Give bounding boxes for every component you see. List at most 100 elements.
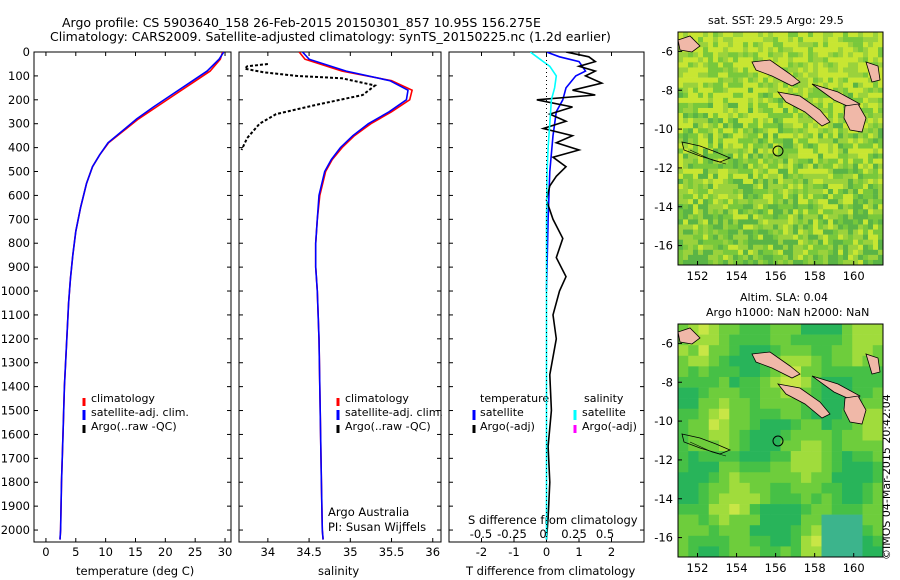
depth-tick-label: 300 <box>8 117 30 131</box>
sst-map-cell <box>733 138 739 144</box>
sst-map-cell <box>873 239 879 246</box>
sst-map-cell <box>713 113 719 119</box>
sla-map-cell <box>678 504 689 515</box>
sla-map-cell <box>708 345 720 357</box>
sst-map-cell <box>733 92 739 99</box>
sst-map-cell <box>828 148 834 154</box>
sst-map-cell <box>723 229 729 235</box>
sst-map-cell <box>698 113 704 119</box>
sst-map-cell <box>738 62 744 68</box>
sst-map-cell <box>798 133 804 139</box>
sla-map-cell <box>698 408 710 420</box>
sst-map-cell <box>758 153 764 159</box>
sst-map-cell <box>688 153 694 159</box>
difference-xtick-label: -2 <box>476 545 487 559</box>
sst-map-cell <box>813 189 819 195</box>
sst-map-cell <box>778 52 784 58</box>
sst-map-cell <box>738 118 744 124</box>
sst-map-cell <box>848 199 854 205</box>
sst-map-cell <box>848 194 854 200</box>
sst-map-cell <box>833 234 839 240</box>
sst-map-cell <box>718 42 724 48</box>
sst-map-cell <box>778 224 784 230</box>
sst-map-cell <box>788 224 794 230</box>
sst-map-cell <box>753 189 759 195</box>
sst-map-cell <box>743 249 749 256</box>
sst-map-cell <box>863 219 869 225</box>
sla-map-cell <box>739 525 751 537</box>
sst-map-cell <box>853 153 859 159</box>
sst-map-cell <box>693 219 699 225</box>
sla-map-cell <box>729 366 740 378</box>
sst-map-cell <box>763 123 769 129</box>
sst-map-cell <box>773 128 779 134</box>
sst-map-cell <box>853 138 859 144</box>
sst-map-cell <box>803 183 809 190</box>
sst-map-cell <box>778 37 784 43</box>
sst-map-cell <box>753 168 759 175</box>
sst-map-cell <box>788 209 794 215</box>
sst-map-cell <box>778 57 784 63</box>
sst-map-cell <box>863 92 869 99</box>
sla-map-cell <box>708 366 720 378</box>
sst-map-cell <box>768 52 774 58</box>
sst-map-cell <box>718 52 724 58</box>
sla-map-cell <box>739 514 751 526</box>
sst-map-cell <box>798 194 804 200</box>
sst-map-cell <box>728 214 734 220</box>
sst-map-cell <box>783 113 789 119</box>
sst-map-cell <box>718 72 724 78</box>
sst-map-cell <box>783 254 789 261</box>
sla-map-cell <box>780 376 792 388</box>
sst-map-cell <box>738 244 744 251</box>
sst-map-cell <box>868 37 874 43</box>
sla-map-cell <box>801 546 812 557</box>
sst-map-cell <box>753 254 759 261</box>
sla-map-cell <box>770 472 781 484</box>
sst-map-cell <box>708 153 714 159</box>
sst-map-cell <box>833 47 839 53</box>
sst-map-cell <box>698 62 704 68</box>
sla-map-cell <box>872 451 883 462</box>
sst-map-cell <box>728 138 734 144</box>
sla-map-cell <box>739 398 751 410</box>
sst-map-cell <box>778 259 784 265</box>
sst-map-cell <box>738 52 744 58</box>
sst-map-cell <box>803 128 809 134</box>
sst-map-cell <box>863 82 869 89</box>
sst-map-cell <box>838 239 844 246</box>
sst-map-cell <box>843 168 849 175</box>
sst-map-cell <box>733 183 739 190</box>
sst-map-cell <box>878 72 883 78</box>
sst-map-cell <box>748 249 754 256</box>
sst-map-cell <box>728 67 734 73</box>
sst-map-cell <box>758 128 764 134</box>
sst-map-cell <box>878 173 883 180</box>
sla-map-cell <box>811 461 822 473</box>
sla-map-cell <box>852 451 863 462</box>
sst-map-cell <box>678 72 684 78</box>
sst-map-cell <box>753 97 759 104</box>
sla-map-cell <box>801 535 812 547</box>
sst-map-cell <box>693 168 699 175</box>
sst-map-cell <box>758 118 764 124</box>
sla-map-cell <box>801 514 812 526</box>
sla-map-cell <box>739 324 751 335</box>
sst-map-cell <box>783 189 789 195</box>
sst-map-cell <box>868 77 874 83</box>
sst-map-cell <box>818 42 824 48</box>
sst-map-cell <box>833 158 839 164</box>
sst-map-cell <box>758 219 764 225</box>
sst-map-cell <box>878 234 883 240</box>
sst-map-cell <box>863 194 869 200</box>
sst-map-cell <box>843 204 849 210</box>
sst-map-cell <box>873 259 879 265</box>
sst-map-cell <box>763 204 769 210</box>
sst-map-cell <box>703 254 709 261</box>
temperature-line-satellite-adj-clim- <box>59 52 225 540</box>
sst-map-cell <box>783 163 789 170</box>
sst-map-cell <box>713 209 719 215</box>
sst-map-cell <box>848 87 854 94</box>
sst-map-cell <box>873 189 879 195</box>
sst-map-cell <box>843 183 849 190</box>
